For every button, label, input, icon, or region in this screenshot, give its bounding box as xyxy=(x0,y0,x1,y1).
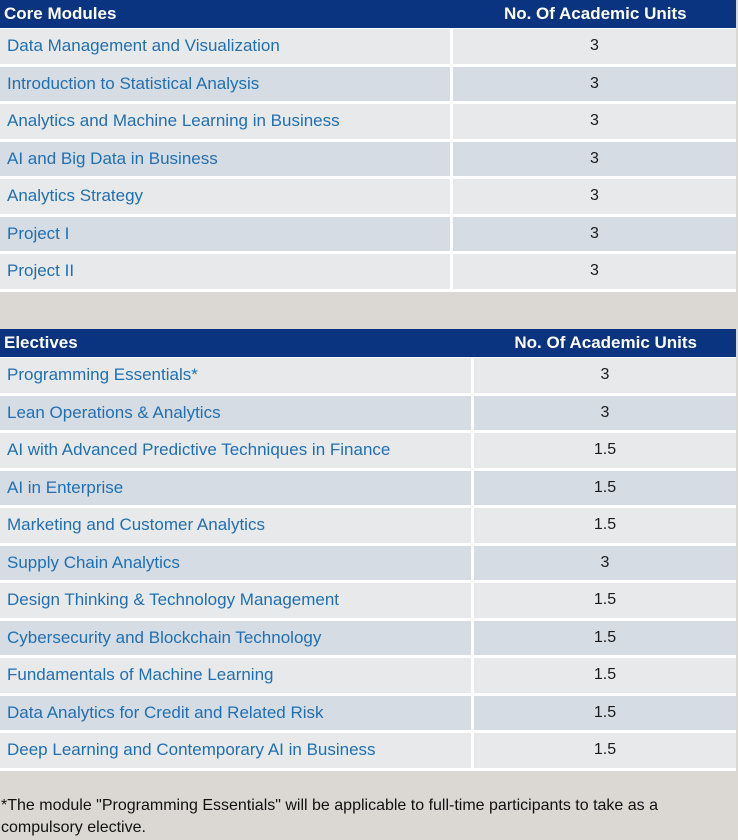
table-row: Project I 3 xyxy=(0,216,736,254)
electives-header-units: No. Of Academic Units xyxy=(514,333,698,352)
table-row: Fundamentals of Machine Learning 1.5 xyxy=(0,658,736,696)
academic-units: 1.5 xyxy=(593,666,617,684)
academic-units: 1.5 xyxy=(593,478,617,496)
academic-units: 3 xyxy=(600,403,610,421)
academic-units: 3 xyxy=(590,262,599,280)
table-row: Project II 3 xyxy=(0,254,736,292)
academic-units: 3 xyxy=(590,149,599,167)
academic-units: 3 xyxy=(590,112,599,130)
table-row: Cybersecurity and Blockchain Technology … xyxy=(0,620,736,658)
academic-units: 3 xyxy=(590,37,599,55)
academic-units: 1.5 xyxy=(593,741,617,759)
module-name: Data Management and Visualization xyxy=(0,29,453,64)
module-name: Project II xyxy=(0,254,453,289)
core-modules-rows: Data Management and Visualization 3 Intr… xyxy=(0,28,736,292)
module-name: Supply Chain Analytics xyxy=(0,545,474,580)
module-name: Data Analytics for Credit and Related Ri… xyxy=(0,695,474,730)
electives-table: Electives No. Of Academic Units Programm… xyxy=(0,329,736,771)
academic-units: 3 xyxy=(590,74,599,92)
table-row: Analytics and Machine Learning in Busine… xyxy=(0,104,736,142)
module-name: Deep Learning and Contemporary AI in Bus… xyxy=(0,733,474,768)
footnote: *The module "Programming Essentials" wil… xyxy=(1,797,658,836)
module-name: AI with Advanced Predictive Techniques i… xyxy=(0,433,474,468)
table-row: Design Thinking & Technology Management … xyxy=(0,583,736,621)
electives-rows: Programming Essentials* 3 Lean Operation… xyxy=(0,357,736,771)
table-row: Introduction to Statistical Analysis 3 xyxy=(0,66,736,104)
module-name: Marketing and Customer Analytics xyxy=(0,508,474,543)
module-name: AI in Enterprise xyxy=(0,470,474,505)
academic-units: 3 xyxy=(600,366,610,384)
academic-units: 3 xyxy=(590,224,599,242)
academic-units: 1.5 xyxy=(593,628,617,646)
module-name: Analytics Strategy xyxy=(0,179,453,214)
table-row: Programming Essentials* 3 xyxy=(0,358,736,396)
academic-units: 1.5 xyxy=(593,441,617,459)
table-row: Lean Operations & Analytics 3 xyxy=(0,395,736,433)
core-modules-header-units: No. Of Academic Units xyxy=(503,4,687,23)
table-row: Data Analytics for Credit and Related Ri… xyxy=(0,695,736,733)
academic-units: 3 xyxy=(590,187,599,205)
module-name: Introduction to Statistical Analysis xyxy=(0,66,453,101)
core-modules-header-title: Core Modules xyxy=(4,4,117,23)
academic-units: 3 xyxy=(600,553,610,571)
module-name: Programming Essentials* xyxy=(0,358,474,393)
academic-units: 1.5 xyxy=(593,703,617,721)
table-row: AI in Enterprise 1.5 xyxy=(0,470,736,508)
table-row: Data Management and Visualization 3 xyxy=(0,29,736,67)
electives-header: Electives No. Of Academic Units xyxy=(0,329,736,357)
module-name: Analytics and Machine Learning in Busine… xyxy=(0,104,453,139)
table-row: Supply Chain Analytics 3 xyxy=(0,545,736,583)
table-row: AI and Big Data in Business 3 xyxy=(0,141,736,179)
core-modules-header: Core Modules No. Of Academic Units xyxy=(0,0,736,28)
module-name: Cybersecurity and Blockchain Technology xyxy=(0,620,474,655)
table-row: AI with Advanced Predictive Techniques i… xyxy=(0,433,736,471)
module-name: Lean Operations & Analytics xyxy=(0,395,474,430)
academic-units: 1.5 xyxy=(593,516,617,534)
module-name: AI and Big Data in Business xyxy=(0,141,453,176)
table-row: Analytics Strategy 3 xyxy=(0,179,736,217)
academic-units: 1.5 xyxy=(593,591,617,609)
module-name: Design Thinking & Technology Management xyxy=(0,583,474,618)
module-name: Project I xyxy=(0,216,453,251)
module-name: Fundamentals of Machine Learning xyxy=(0,658,474,693)
table-row: Deep Learning and Contemporary AI in Bus… xyxy=(0,733,736,771)
table-row: Marketing and Customer Analytics 1.5 xyxy=(0,508,736,546)
electives-header-title: Electives xyxy=(4,333,78,352)
core-modules-table: Core Modules No. Of Academic Units Data … xyxy=(0,0,736,292)
